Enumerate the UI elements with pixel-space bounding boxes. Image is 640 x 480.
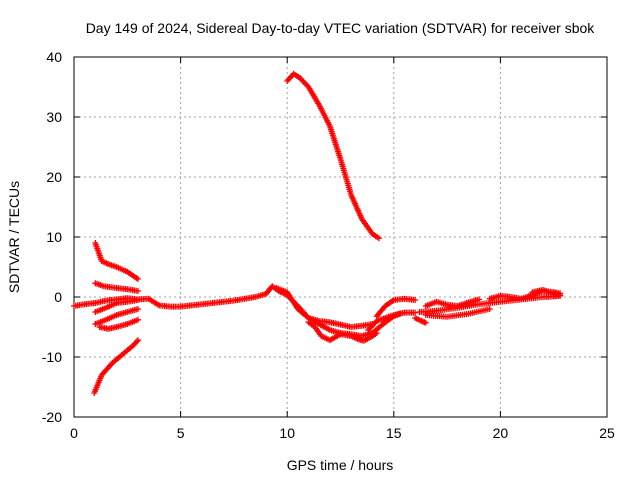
x-tick-label: 0 <box>70 425 78 441</box>
x-tick-label: 5 <box>177 425 185 441</box>
y-tick-label: 20 <box>46 169 62 185</box>
series-arc-a <box>92 240 141 282</box>
series-arc-m <box>422 306 493 320</box>
x-tick-label: 25 <box>599 425 615 441</box>
data-point <box>375 235 382 242</box>
x-tick-label: 10 <box>279 425 295 441</box>
series-arc-k <box>422 296 483 309</box>
series-arc-h <box>373 295 419 320</box>
data-point <box>134 337 141 344</box>
data-point <box>134 288 141 294</box>
y-tick-label: 30 <box>46 109 62 125</box>
axis-ticks: 0 5 10 15 20 25 -20 -10 0 10 20 30 40 <box>42 49 615 441</box>
data-points <box>71 70 564 396</box>
data-point <box>373 330 380 336</box>
data-point <box>557 292 564 299</box>
series-arc-low <box>273 285 376 330</box>
series-arc-d <box>92 306 141 327</box>
data-point <box>134 306 141 312</box>
y-tick-label: 40 <box>46 49 62 65</box>
series-arc-e <box>92 297 141 315</box>
series-arc-high <box>284 70 382 242</box>
series-arc-b <box>91 337 141 396</box>
y-axis-label: SDTVAR / TECUs <box>6 181 22 293</box>
y-tick-label: -10 <box>42 349 62 365</box>
y-tick-label: 10 <box>46 229 62 245</box>
chart-title: Day 149 of 2024, Sidereal Day-to-day VTE… <box>86 20 596 36</box>
data-point <box>476 296 483 303</box>
series-arc-dip <box>305 319 380 344</box>
series-arc-f <box>96 316 141 332</box>
series-arc-g <box>365 309 419 333</box>
series-arc-c <box>92 280 141 294</box>
data-point <box>134 316 141 323</box>
x-tick-label: 20 <box>493 425 509 441</box>
x-axis-label: GPS time / hours <box>287 457 394 473</box>
series-arc-i <box>412 315 429 326</box>
data-point <box>134 297 141 303</box>
data-point <box>412 297 419 303</box>
data-point <box>134 276 141 282</box>
y-tick-label: 0 <box>54 289 62 305</box>
x-tick-label: 15 <box>386 425 402 441</box>
y-tick-label: -20 <box>42 409 62 425</box>
data-point <box>133 338 140 345</box>
data-point <box>422 319 429 326</box>
series-arc-n <box>529 286 564 299</box>
data-point <box>486 306 493 312</box>
grid <box>74 57 607 417</box>
